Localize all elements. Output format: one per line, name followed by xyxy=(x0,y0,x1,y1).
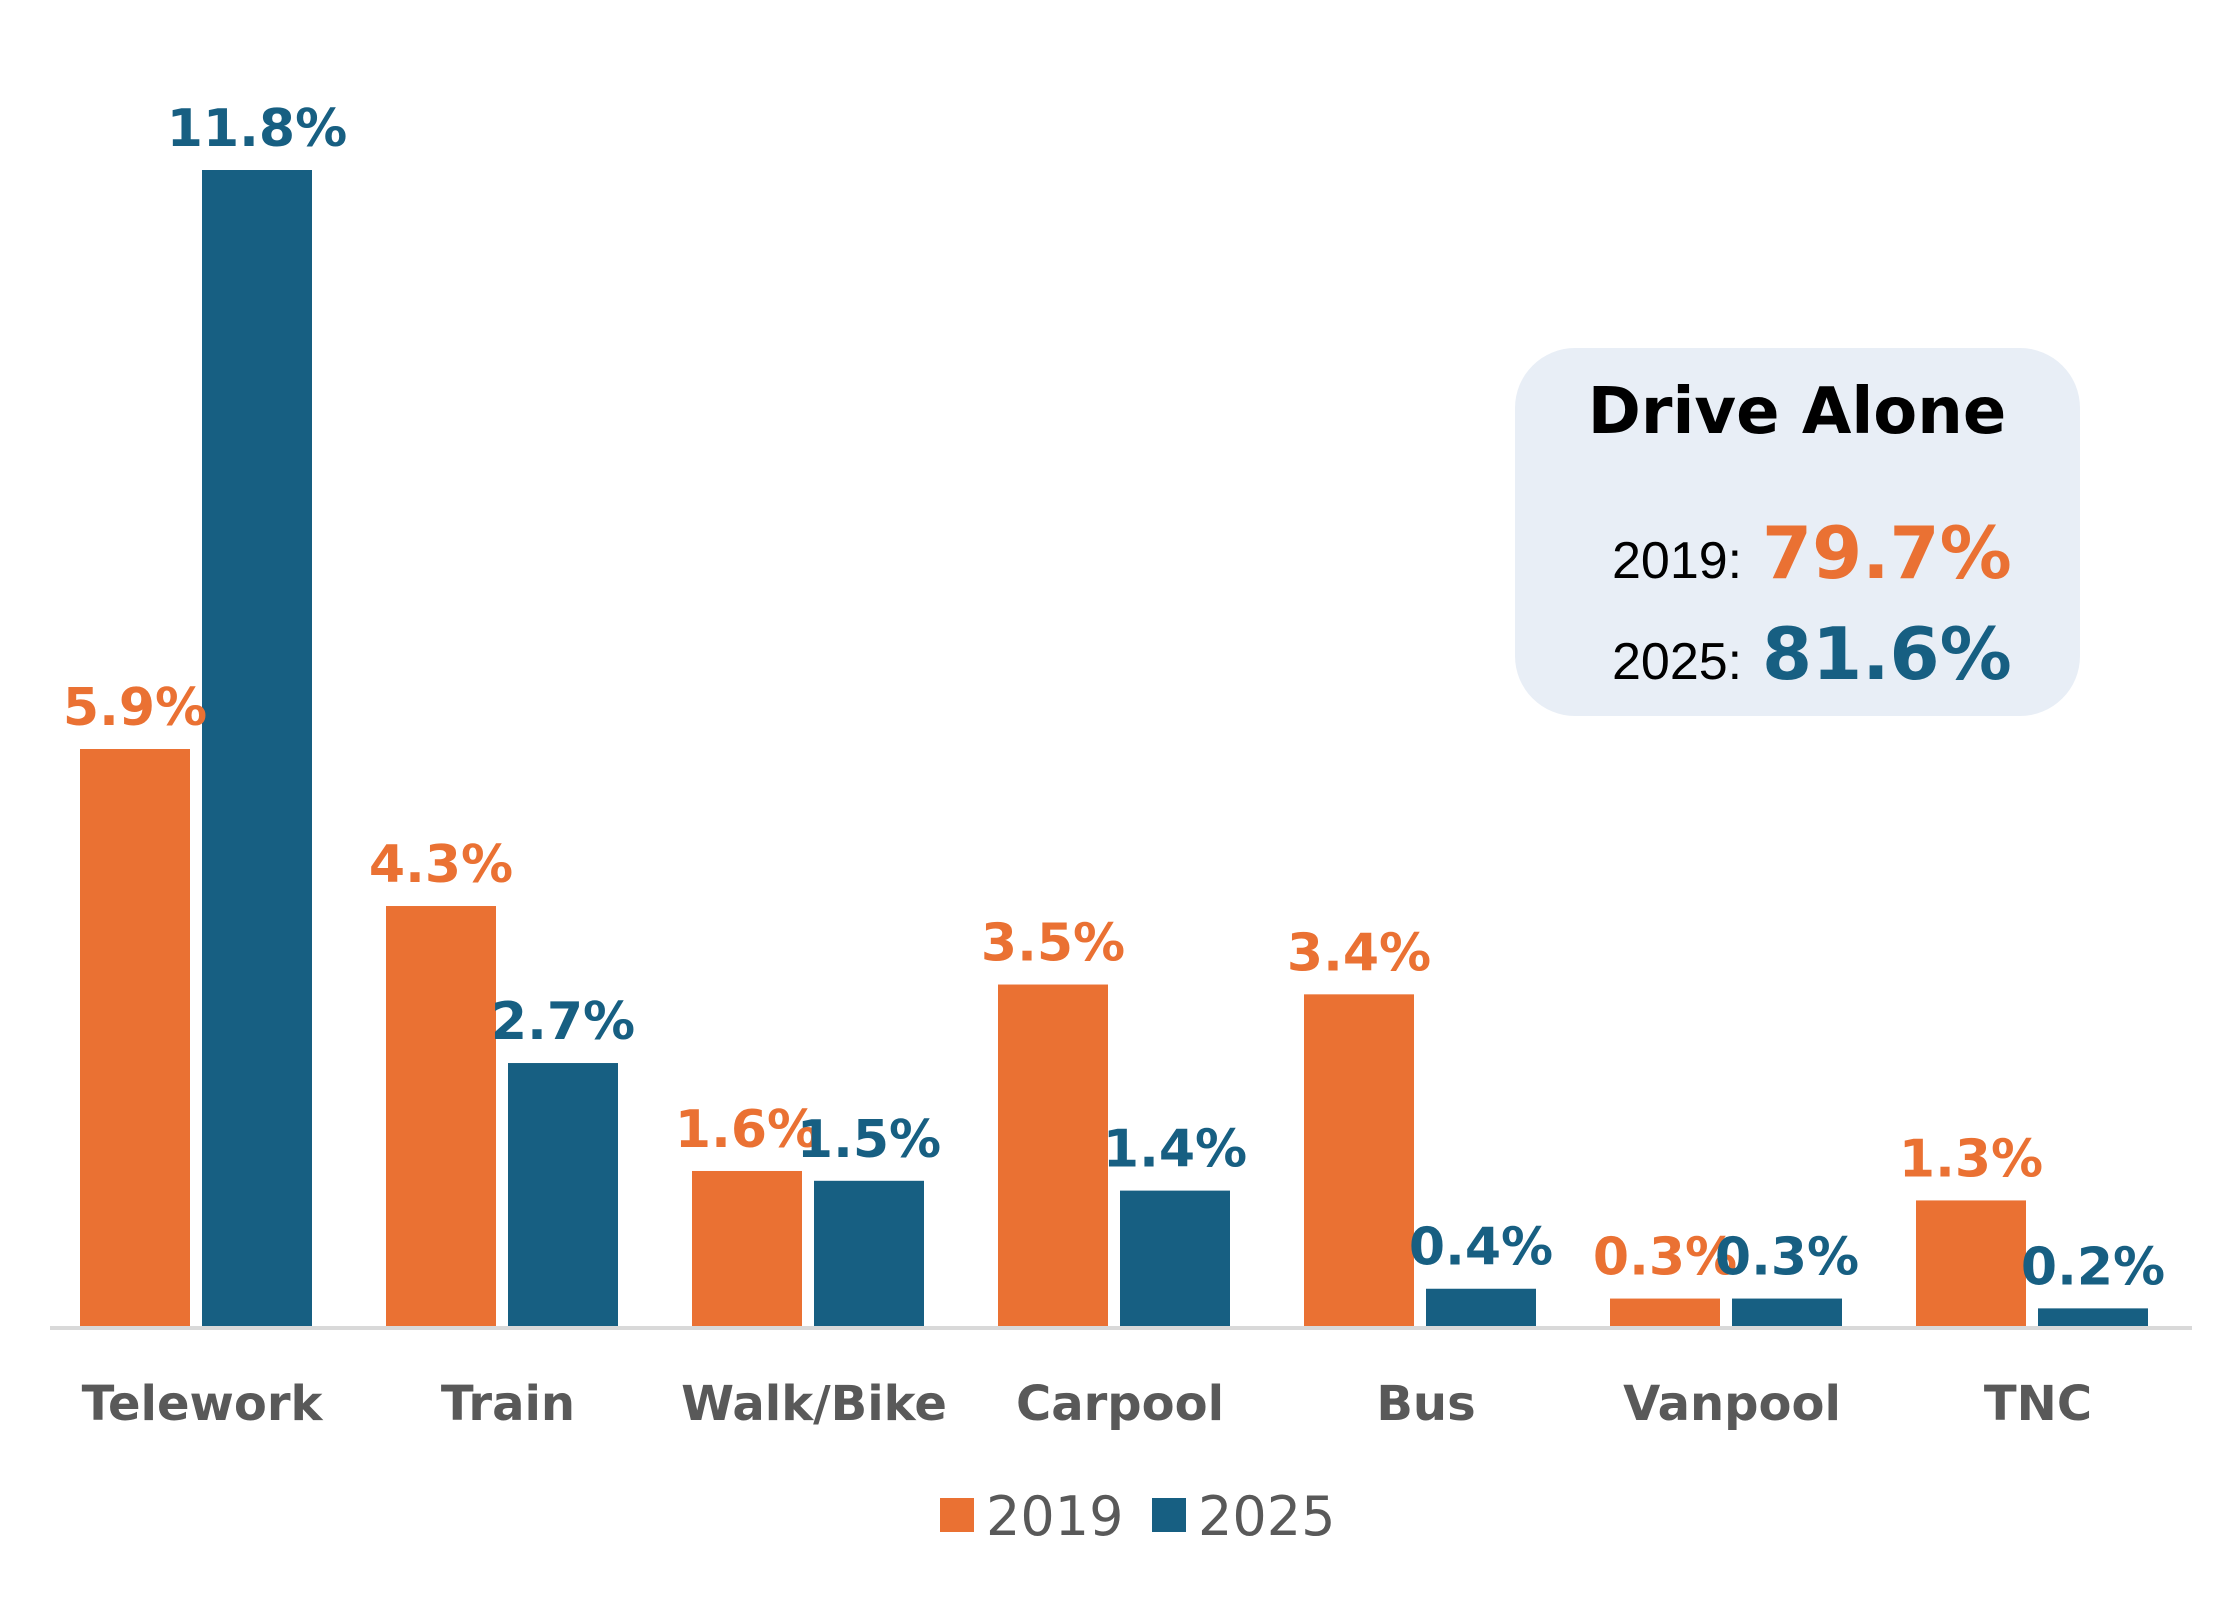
value-label-carpool-2025: 1.4% xyxy=(1103,1120,1247,1180)
bar-bus-2025 xyxy=(1426,1288,1536,1328)
value-label-walk-bike-2025: 1.5% xyxy=(797,1110,941,1170)
bar-train-2025 xyxy=(508,1063,618,1328)
bar-group xyxy=(80,170,2148,1328)
legend-label-2025: 2025 xyxy=(1198,1485,1335,1548)
callout-2019-year: 2019: xyxy=(1612,532,1742,590)
value-label-walk-bike-2019: 1.6% xyxy=(675,1100,819,1160)
callout-2025-value: 81.6% xyxy=(1762,612,2012,696)
value-label-bus-2019: 3.4% xyxy=(1287,923,1431,983)
callout-background xyxy=(1515,348,2080,716)
bar-walk-bike-2025 xyxy=(814,1180,924,1328)
category-label-bus: Bus xyxy=(1376,1376,1475,1432)
legend: 2019 2025 xyxy=(940,1485,1335,1548)
bar-carpool-2025 xyxy=(1120,1190,1230,1328)
legend-swatch-2025 xyxy=(1152,1498,1186,1532)
bar-vanpool-2019 xyxy=(1610,1298,1720,1328)
category-label-walk-bike: Walk/Bike xyxy=(681,1376,947,1432)
category-label-group: Telework Train Walk/Bike Carpool Bus Vanpool T… xyxy=(82,1376,2092,1432)
value-label-telework-2025: 11.8% xyxy=(167,99,347,159)
category-label-carpool: Carpool xyxy=(1016,1376,1224,1432)
value-label-group: 5.9% 11.8% 4.3% 2.7% 1.6%1.5% 3.5% 1.4% 3.4% 0.4… xyxy=(63,99,2165,1297)
callout-2025-year: 2025: xyxy=(1612,633,1742,691)
category-label-telework: Telework xyxy=(82,1376,324,1432)
bar-train-2019 xyxy=(386,906,496,1328)
value-label-vanpool-2025: 0.3% xyxy=(1715,1228,1859,1288)
value-label-telework-2019: 5.9% xyxy=(63,678,207,738)
callout-title: Drive Alone xyxy=(1588,375,2006,449)
bar-walk-bike-2019 xyxy=(692,1170,802,1328)
callout-2019-value: 79.7% xyxy=(1762,511,2012,595)
value-label-carpool-2019: 3.5% xyxy=(981,914,1125,974)
bar-tnc-2019 xyxy=(1916,1200,2026,1328)
category-label-vanpool: Vanpool xyxy=(1623,1376,1841,1432)
value-label-train-2019: 4.3% xyxy=(369,835,513,895)
value-label-train-2025: 2.7% xyxy=(491,992,635,1052)
value-label-vanpool-2019: 0.3% xyxy=(1593,1228,1737,1288)
drive-alone-callout: Drive Alone 2019: 79.7% 2025: 81.6% xyxy=(1515,348,2080,716)
legend-label-2019: 2019 xyxy=(986,1485,1123,1548)
value-label-tnc-2019: 1.3% xyxy=(1899,1129,2043,1189)
bar-bus-2019 xyxy=(1304,994,1414,1328)
value-label-bus-2025: 0.4% xyxy=(1409,1218,1553,1278)
bar-carpool-2019 xyxy=(998,984,1108,1328)
category-label-train: Train xyxy=(441,1376,575,1432)
value-label-tnc-2025: 0.2% xyxy=(2021,1237,2165,1297)
legend-swatch-2019 xyxy=(940,1498,974,1532)
category-label-tnc: TNC xyxy=(1984,1376,2092,1432)
bar-vanpool-2025 xyxy=(1732,1298,1842,1328)
bar-telework-2019 xyxy=(80,749,190,1328)
bar-telework-2025 xyxy=(202,170,312,1328)
bar-tnc-2025 xyxy=(2038,1308,2148,1328)
